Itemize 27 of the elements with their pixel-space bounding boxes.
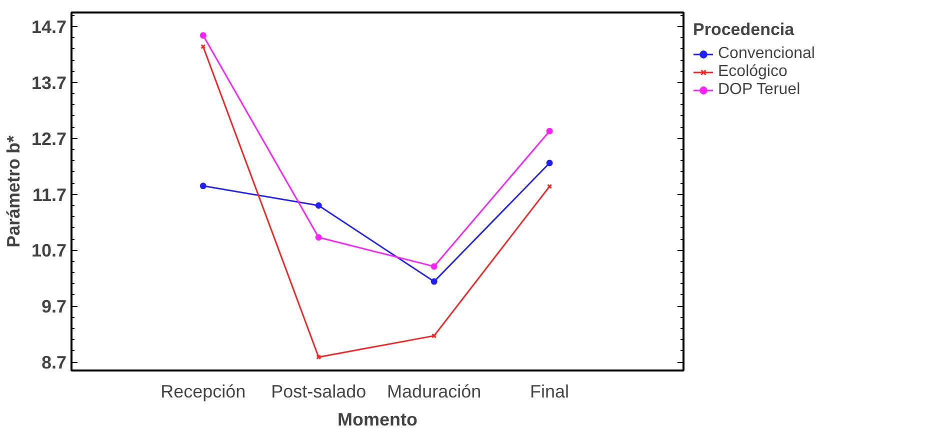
x-tick-label: Recepción [160,382,246,402]
y-tick-label: 9.7 [41,296,67,317]
point [315,202,322,209]
y-tick-label: 14.7 [31,16,67,37]
y-tick-label: 8.7 [41,352,67,373]
y-tick-label: 13.7 [31,72,67,93]
legend-label: DOP Teruel [718,81,800,99]
point [316,354,322,360]
y-tick-label: 12.7 [31,128,67,149]
point [200,32,206,39]
point [200,182,206,190]
point [315,234,322,241]
x-axis-title: Momento [338,410,418,430]
legend-label: Convencional [718,45,815,63]
x-tick-label: Post-salado [271,382,366,402]
point [546,160,553,166]
point [430,278,438,285]
legend-label: Ecológico [718,63,788,81]
point [432,333,437,338]
x-tick-label: Final [530,382,570,402]
point [430,263,438,270]
x-tick-label: Maduración [387,382,482,402]
legend-title: Procedencia [693,20,796,40]
point [546,128,553,134]
y-axis-title: Parámetro b* [3,135,24,248]
y-tick-label: 11.7 [32,184,67,205]
y-tick-label: 10.7 [31,240,67,261]
